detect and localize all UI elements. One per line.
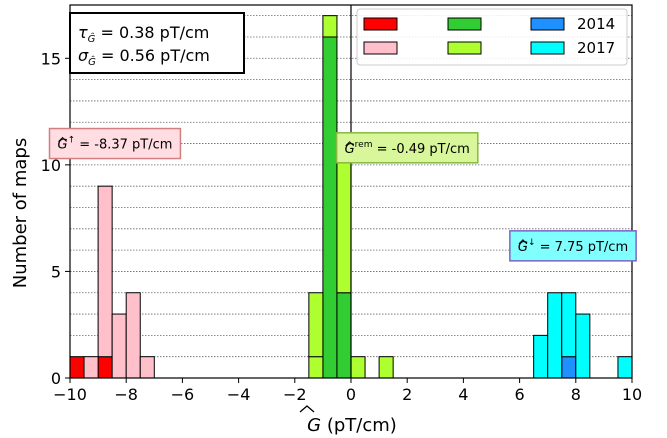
annotation-box — [335, 132, 479, 164]
x-tick-label: 6 — [515, 385, 525, 404]
histogram-bar — [533, 334, 549, 379]
annotation-up: G↑ = -8.37 pT/cm — [48, 127, 182, 160]
histogram-bar — [83, 356, 99, 379]
tau-subscript: Ĝ — [88, 32, 96, 45]
annotation-text: G↓ = 7.75 pT/cm — [518, 238, 628, 255]
legend-swatch — [530, 41, 565, 55]
histogram-bar — [97, 185, 113, 358]
legend-swatch — [447, 41, 482, 55]
x-tick-label: 0 — [346, 385, 356, 404]
svg-text:G (pT/cm): G (pT/cm) — [307, 415, 397, 436]
legend-swatch — [363, 41, 398, 55]
histogram-bar — [561, 356, 577, 379]
annotation-rem: Grem = -0.49 pT/cm — [335, 132, 479, 164]
stats-box: τĜ = 0.38 pT/cm σĜ = 0.56 pT/cm — [69, 12, 245, 74]
hat-accent — [345, 141, 354, 147]
x-tick-label: −10 — [53, 385, 87, 404]
legend-label: 2014 — [577, 15, 615, 33]
x-tick-label: −2 — [283, 385, 307, 404]
hat-accent — [58, 136, 67, 142]
x-axis-label: G (pT/cm) — [299, 405, 397, 436]
histogram-bar — [547, 292, 563, 379]
annotation-text: Grem = -0.49 pT/cm — [345, 140, 470, 157]
legend-swatch — [363, 17, 398, 31]
histogram-bars — [69, 15, 633, 379]
histogram-bar — [111, 313, 127, 379]
tau-symbol: τ — [78, 23, 88, 42]
x-tick-label: 8 — [571, 385, 581, 404]
histogram-bar — [617, 356, 633, 379]
x-tick-label: 10 — [622, 385, 642, 404]
histogram-bar — [336, 143, 352, 294]
histogram-bar — [322, 15, 338, 38]
x-tick-label: −8 — [114, 385, 138, 404]
y-tick-label: 5 — [51, 262, 61, 281]
histogram-bar — [336, 292, 352, 379]
histogram-bar — [378, 356, 394, 379]
histogram-bar — [69, 356, 85, 379]
sigma-symbol: σ — [78, 46, 89, 65]
histogram-bar — [350, 356, 366, 379]
annotation-text: G↑ = -8.37 pT/cm — [57, 136, 172, 153]
x-axis-label-symbol: G — [307, 415, 321, 436]
histogram-bar — [139, 356, 155, 379]
histogram-bar — [308, 292, 324, 358]
annotation-box — [509, 230, 637, 262]
histogram-bar — [125, 292, 141, 379]
y-tick-label: 10 — [41, 156, 61, 175]
hat-accent — [518, 239, 528, 245]
histogram-bar — [575, 313, 591, 379]
legend-swatch — [447, 17, 482, 31]
legend-label: 2017 — [577, 39, 615, 57]
histogram-bar — [561, 292, 577, 358]
sigma-value: = 0.56 pT/cm — [96, 46, 210, 65]
sigma-stat: σĜ = 0.56 pT/cm — [78, 46, 210, 68]
x-tick-label: 2 — [402, 385, 412, 404]
annotations: G↑ = -8.37 pT/cm Grem = -0.49 pT/cm G↓ = 7… — [48, 127, 637, 262]
legend-swatch — [530, 17, 565, 31]
histogram-bar — [308, 356, 324, 379]
x-tick-label: −4 — [227, 385, 251, 404]
axes: −10 −8 −6 −4 −2 0 2 4 6 8 10 0 5 10 15 — [41, 49, 643, 404]
histogram-bar — [97, 356, 113, 379]
annotation-down: G↓ = 7.75 pT/cm — [509, 230, 637, 262]
y-axis-label: Number of maps — [10, 138, 31, 288]
tau-value: = 0.38 pT/cm — [95, 23, 209, 42]
y-tick-label: 15 — [41, 49, 61, 68]
annotation-box — [48, 127, 182, 160]
x-axis-label-hat — [299, 405, 315, 413]
histogram-bar — [322, 36, 338, 379]
tau-stat: τĜ = 0.38 pT/cm — [78, 23, 209, 45]
y-tick-label: 0 — [51, 369, 61, 388]
legend: 2014 2017 — [356, 8, 628, 66]
x-tick-label: 4 — [458, 385, 468, 404]
x-tick-label: −6 — [171, 385, 195, 404]
x-axis-label-unit: (pT/cm) — [321, 415, 397, 436]
sigma-subscript: Ĝ — [88, 55, 96, 68]
